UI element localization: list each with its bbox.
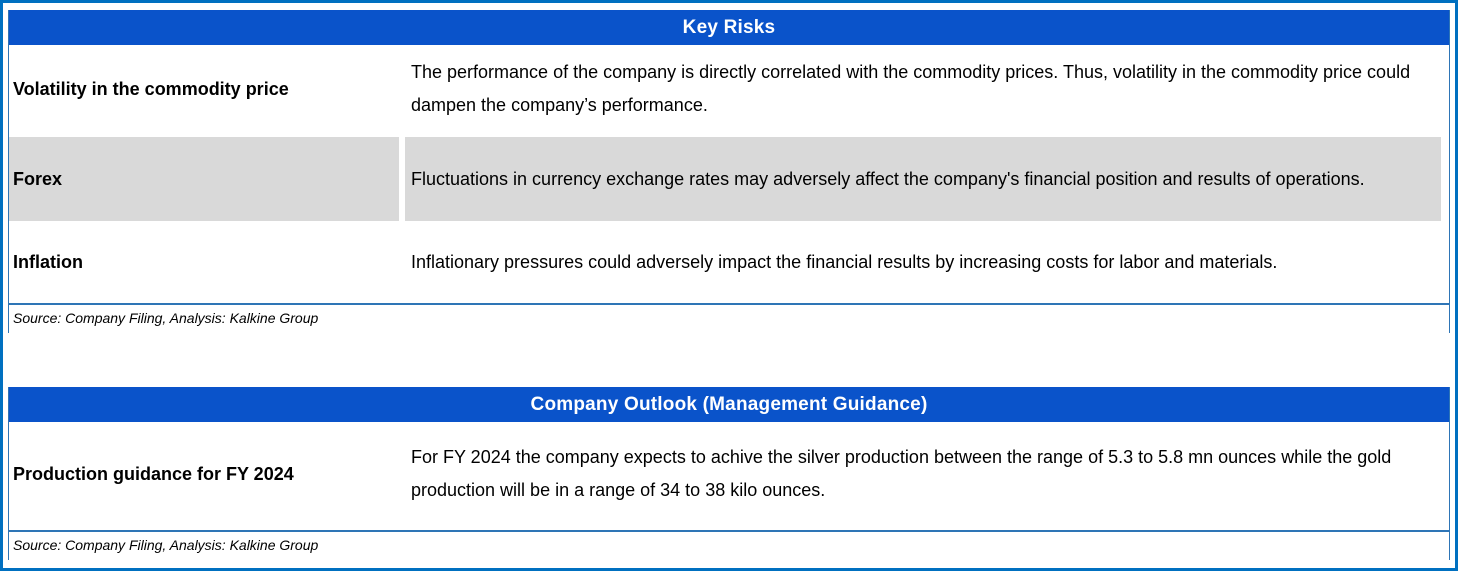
table-row: Inflation Inflationary pressures could a… [9,225,1441,299]
company-outlook-header: Company Outlook (Management Guidance) [9,387,1449,422]
table-row: Volatility in the commodity price The pe… [9,45,1441,133]
key-risks-header: Key Risks [9,10,1449,45]
company-outlook-table: Company Outlook (Management Guidance) Pr… [8,387,1450,560]
company-outlook-title: Company Outlook (Management Guidance) [530,393,928,415]
risk-label-inflation: Inflation [9,225,399,299]
risk-description-volatility: The performance of the company is direct… [405,45,1441,133]
key-risks-table: Key Risks Volatility in the commodity pr… [8,10,1450,333]
table-row: Production guidance for FY 2024 For FY 2… [9,422,1441,526]
risk-label-forex: Forex [9,137,399,221]
risk-description-forex: Fluctuations in currency exchange rates … [405,137,1441,221]
risk-description-inflation: Inflationary pressures could adversely i… [405,225,1441,299]
key-risks-title: Key Risks [682,16,776,38]
source-note: Source: Company Filing, Analysis: Kalkin… [9,530,1449,560]
risk-label-volatility: Volatility in the commodity price [9,45,399,133]
outlook-label-production-guidance: Production guidance for FY 2024 [9,422,399,526]
source-note: Source: Company Filing, Analysis: Kalkin… [9,303,1449,333]
outlook-description-production-guidance: For FY 2024 the company expects to achiv… [405,422,1441,526]
table-row: Forex Fluctuations in currency exchange … [9,137,1441,221]
